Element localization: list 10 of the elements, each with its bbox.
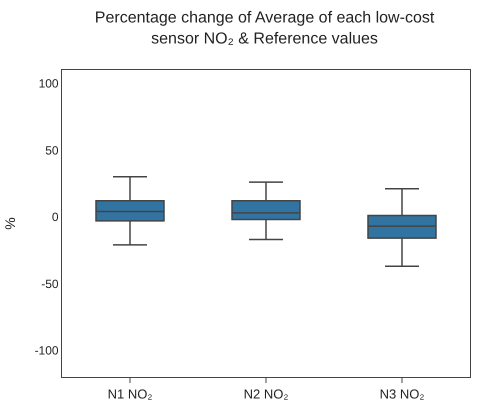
y-tick-label: -100 [34, 344, 59, 358]
x-tick-label: N1 NO₂ [108, 386, 152, 402]
x-tick-label: N2 NO₂ [244, 386, 288, 402]
y-tick-label: 0 [52, 210, 59, 224]
y-tick-label: -50 [41, 276, 59, 291]
y-axis-title: % [2, 217, 18, 230]
chart-title: Percentage change of Average of each low-cost sensor NO₂ & Reference values [94, 10, 435, 48]
y-tick-label: 50 [45, 143, 59, 158]
y-tick-label: 100 [38, 76, 59, 91]
x-tick-label: N3 NO₂ [380, 386, 424, 402]
